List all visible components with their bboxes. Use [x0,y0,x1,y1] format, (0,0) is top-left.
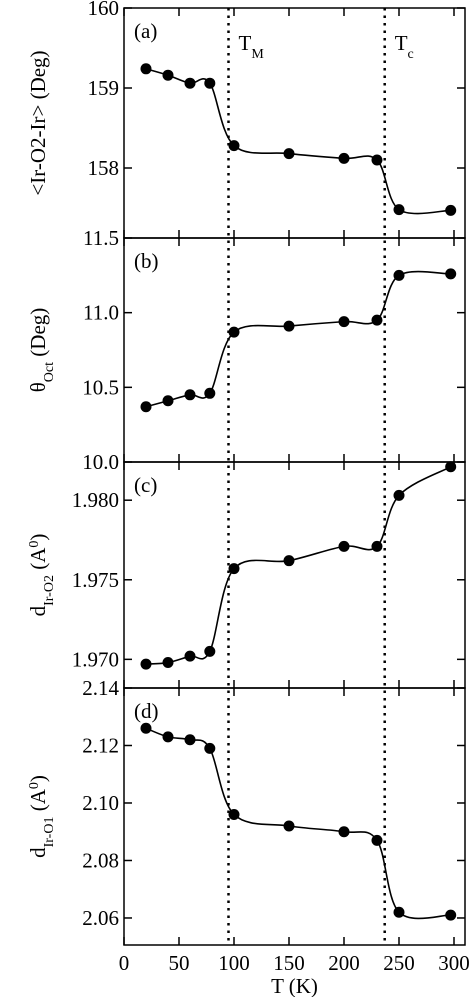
y-tick-label: 2.14 [82,676,119,700]
fit-line [145,270,451,408]
y-label-part: Oct [42,362,57,382]
y-label-part: (A [26,547,50,575]
panel-label: (b) [134,249,159,273]
y-axis-label: dIr-O2 (A0) [26,534,57,617]
data-point [228,563,240,575]
y-label-part: ) [26,534,50,541]
data-point [338,316,350,328]
y-tick-label: 2.12 [82,733,119,757]
y-tick-label: 2.10 [82,791,119,815]
data-point [393,269,405,281]
y-tick-label: 10.5 [82,375,119,399]
y-tick-label: 2.06 [82,906,119,930]
data-point [283,555,295,567]
data-point [393,489,405,501]
y-axis-label: dIr-O1 (A0) [26,775,57,858]
y-tick-label: 160 [88,0,120,20]
data-point [184,734,196,746]
data-point [204,742,216,754]
data-point [371,834,383,846]
x-tick-label: 100 [218,951,250,975]
y-label-part: Ir-O1 [42,817,57,848]
data-point [445,204,457,216]
y-label-part: d [26,847,50,858]
data-point [338,826,350,838]
y-label-part: Ir-O2 [42,575,57,606]
data-point [162,657,174,669]
fit-line [145,727,451,920]
panel-frame [123,461,466,689]
x-tick-label: 150 [273,951,305,975]
data-point [228,326,240,338]
y-label-part: d [26,605,50,616]
x-axis-label: T (K) [271,974,318,997]
data-point [338,540,350,552]
y-tick-label: 1.975 [72,568,119,592]
transition-label-main: T [395,31,408,55]
data-point [162,731,174,743]
y-label-part: <Ir-O2-Ir> (Deg) [26,50,50,195]
x-tick-label: 250 [383,951,415,975]
x-tick-label: 50 [169,951,190,975]
x-tick-label: 0 [119,951,130,975]
data-point [162,395,174,407]
y-label-part: 0 [27,541,42,548]
panel-frame [123,687,466,946]
data-point [393,906,405,918]
y-tick-label: 2.08 [82,848,119,872]
data-point [283,148,295,160]
data-point [140,658,152,670]
data-point [445,909,457,921]
panel-label: (c) [134,473,157,497]
y-label-part: ) [26,775,50,782]
data-point [162,69,174,81]
transition-label-sub: c [408,47,414,62]
y-label-part: θ [26,382,50,392]
y-tick-label: 1.970 [72,647,119,671]
data-point [283,820,295,832]
x-tick-label: 300 [438,951,470,975]
y-tick-label: 159 [88,76,120,100]
panel-label: (a) [134,19,157,43]
data-point [204,645,216,657]
data-point [204,77,216,89]
data-point [371,154,383,166]
y-label-part: (A [26,788,50,816]
data-point [228,140,240,152]
transition-label-sub: M [251,47,264,62]
data-point [140,401,152,413]
transition-label-main: T [239,31,252,55]
y-tick-label: 11.5 [83,226,119,250]
data-point [445,268,457,280]
transition-label: TM [239,31,265,62]
data-point [204,387,216,399]
panel-frame [123,7,466,239]
transition-label: Tc [395,31,414,62]
data-point [371,314,383,326]
panel-label: (d) [134,699,159,723]
fit-line [145,466,452,665]
data-point [184,77,196,89]
y-tick-label: 10.0 [82,450,119,474]
y-tick-label: 1.980 [72,488,119,512]
data-point [338,152,350,164]
x-tick-label: 200 [328,951,360,975]
y-tick-label: 11.0 [83,301,119,325]
data-point [140,63,152,75]
data-point [184,389,196,401]
data-point [228,808,240,820]
data-point [140,722,152,734]
y-label-part: (Deg) [26,308,50,362]
y-axis-label: <Ir-O2-Ir> (Deg) [26,50,50,195]
data-point [283,320,295,332]
data-point [371,540,383,552]
y-axis-label: θOct (Deg) [26,308,57,393]
fit-line [145,68,451,215]
y-label-part: 0 [27,782,42,789]
data-point [184,650,196,662]
y-tick-label: 158 [88,156,120,180]
data-point [393,204,405,216]
